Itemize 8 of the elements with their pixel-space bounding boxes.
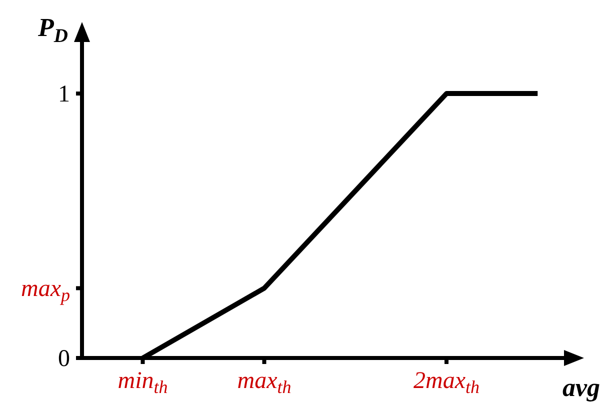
y-tick-label: 1 xyxy=(58,82,70,108)
x-tick-label: min$_{th}$ xyxy=(118,368,168,398)
x-axis-title: avg xyxy=(562,373,600,402)
x-tick-label: max$_{th}$ xyxy=(237,368,292,398)
y-axis-title: P$_{D}$ xyxy=(37,13,68,47)
y-tick-label: 0 xyxy=(58,346,70,372)
y-tick-label: max$_{p}$ xyxy=(21,276,70,306)
x-tick-label: 2max$_{th}$ xyxy=(414,368,480,398)
